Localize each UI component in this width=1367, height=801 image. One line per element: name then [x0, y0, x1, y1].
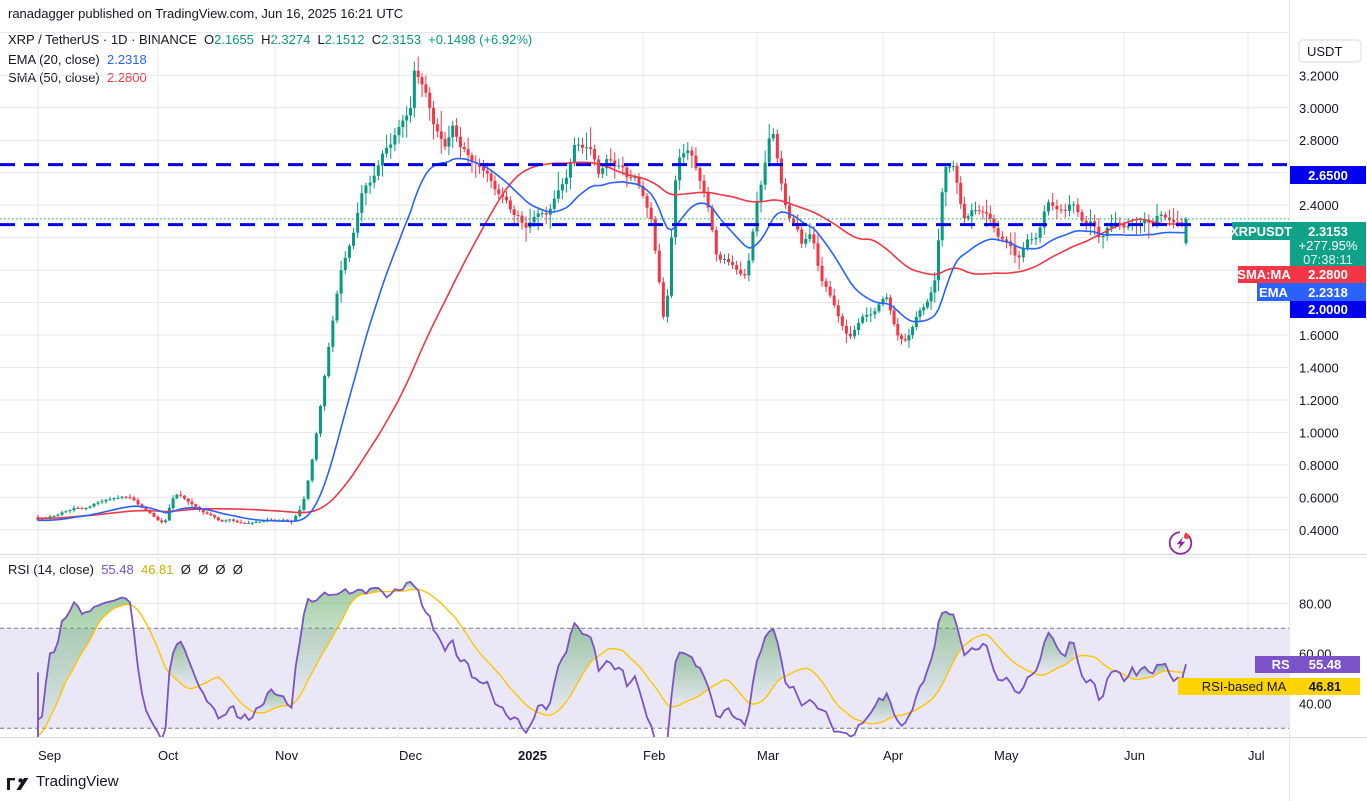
svg-text:3.0000: 3.0000 — [1299, 101, 1339, 116]
svg-text:Mar: Mar — [757, 748, 780, 763]
svg-text:Oct: Oct — [158, 748, 179, 763]
svg-text:1.6000: 1.6000 — [1299, 328, 1339, 343]
svg-text:1.0000: 1.0000 — [1299, 425, 1339, 440]
svg-text:Jun: Jun — [1124, 748, 1145, 763]
svg-text:USDT: USDT — [1307, 44, 1342, 59]
svg-text:1.2000: 1.2000 — [1299, 393, 1339, 408]
svg-text:0.6000: 0.6000 — [1299, 490, 1339, 505]
svg-text:0.4000: 0.4000 — [1299, 523, 1339, 538]
svg-text:2.4000: 2.4000 — [1299, 198, 1339, 213]
svg-text:80.00: 80.00 — [1299, 596, 1332, 611]
svg-text:Feb: Feb — [643, 748, 665, 763]
svg-text:Apr: Apr — [883, 748, 904, 763]
svg-text:Nov: Nov — [275, 748, 299, 763]
svg-text:2.8000: 2.8000 — [1299, 133, 1339, 148]
svg-text:3.2000: 3.2000 — [1299, 68, 1339, 83]
svg-text:Sep: Sep — [38, 748, 61, 763]
svg-text:May: May — [994, 748, 1019, 763]
svg-text:40.00: 40.00 — [1299, 696, 1332, 711]
svg-text:1.4000: 1.4000 — [1299, 360, 1339, 375]
svg-text:Jul: Jul — [1248, 748, 1265, 763]
svg-text:Dec: Dec — [399, 748, 423, 763]
svg-text:0.8000: 0.8000 — [1299, 458, 1339, 473]
svg-text:2025: 2025 — [518, 748, 547, 763]
